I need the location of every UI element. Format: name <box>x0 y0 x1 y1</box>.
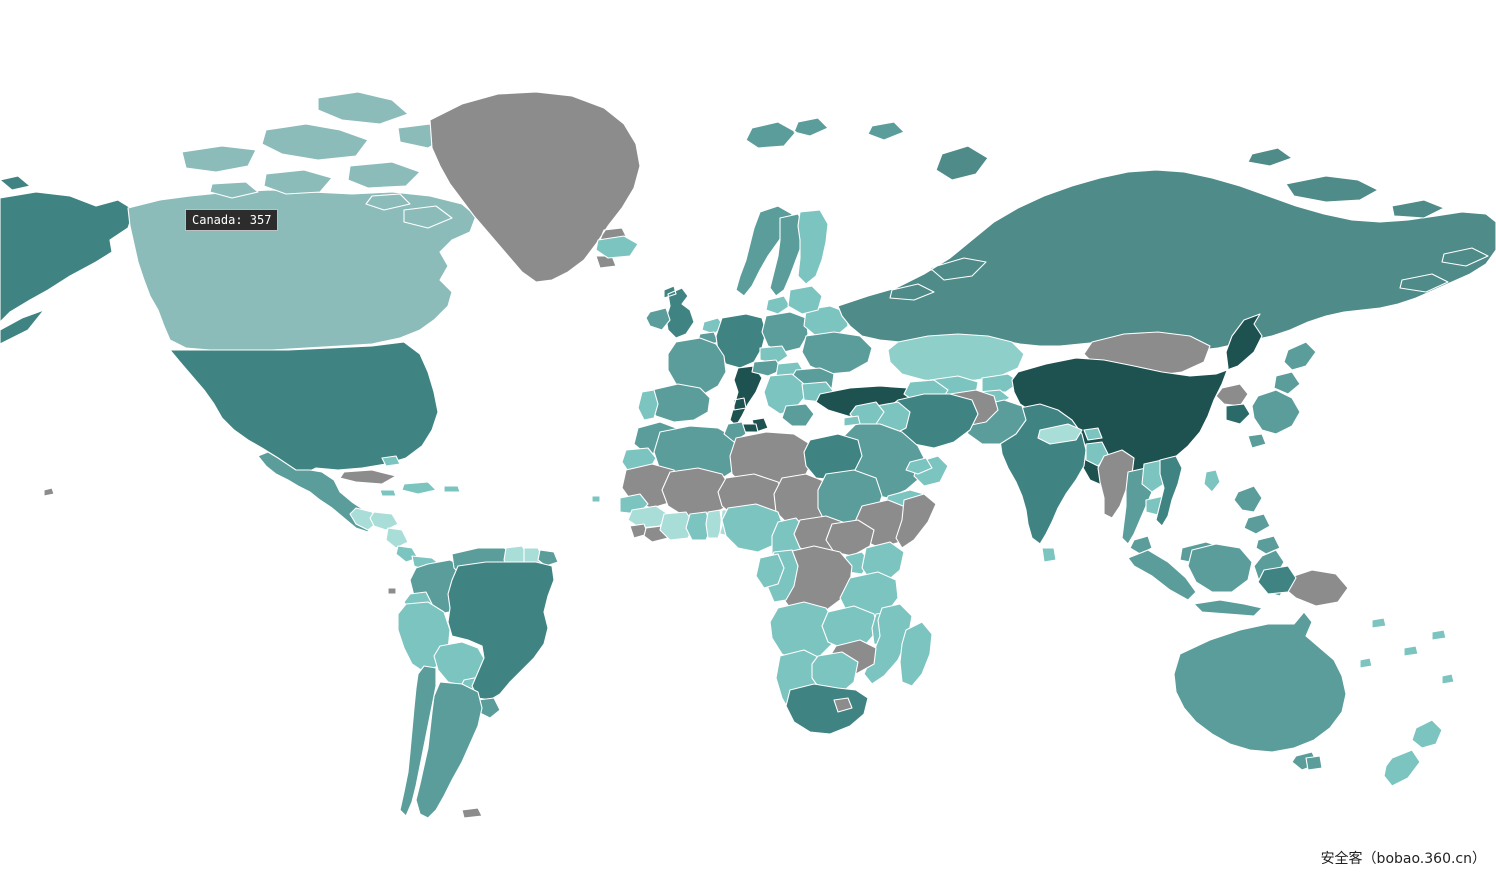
region-chile[interactable] <box>400 666 436 816</box>
region-greece[interactable] <box>782 404 814 426</box>
region-madagascar[interactable] <box>900 622 932 686</box>
region-cyprus[interactable] <box>844 416 860 426</box>
region-russia[interactable] <box>838 148 1496 350</box>
region-svalbard[interactable] <box>746 118 904 148</box>
region-south-sudan[interactable] <box>826 520 874 556</box>
region-falklands[interactable] <box>462 808 482 818</box>
region-myanmar[interactable] <box>1098 450 1134 518</box>
region-cape-verde[interactable] <box>592 496 600 502</box>
region-gabon[interactable] <box>756 554 784 588</box>
map-tooltip: Canada: 357 <box>185 209 279 231</box>
region-tasmania[interactable] <box>1306 756 1322 770</box>
region-indonesia-borneo[interactable] <box>1188 544 1252 592</box>
region-somalia[interactable] <box>896 494 936 548</box>
region-denmark[interactable] <box>766 296 790 314</box>
region-puerto-rico[interactable] <box>444 486 460 492</box>
region-south-africa[interactable] <box>786 684 868 734</box>
region-alaska[interactable] <box>0 176 134 344</box>
region-mozambique[interactable] <box>864 604 912 684</box>
region-ukraine[interactable] <box>802 332 872 374</box>
watermark-text: 安全客（bobao.360.cn） <box>1320 851 1486 867</box>
region-nigeria[interactable] <box>722 504 784 552</box>
region-ghana[interactable] <box>686 512 712 540</box>
region-japan[interactable] <box>1248 342 1316 448</box>
region-new-zealand[interactable] <box>1384 720 1442 786</box>
region-galapagos[interactable] <box>388 588 396 594</box>
region-belarus[interactable] <box>804 306 848 336</box>
region-iceland[interactable] <box>596 236 638 258</box>
watermark: 安全客（bobao.360.cn） <box>1321 848 1486 868</box>
region-indonesia-sumatra[interactable] <box>1128 550 1196 600</box>
region-italy[interactable] <box>730 366 768 432</box>
region-novaya-zemlya[interactable] <box>936 146 988 180</box>
region-baltic-states[interactable] <box>788 286 822 314</box>
region-argentina[interactable] <box>416 682 482 818</box>
region-czech[interactable] <box>760 346 788 364</box>
region-ivory-coast[interactable] <box>660 512 694 540</box>
region-nepal[interactable] <box>1038 424 1082 444</box>
region-indonesia-java[interactable] <box>1194 600 1262 616</box>
region-poland[interactable] <box>762 312 808 352</box>
region-bahamas[interactable] <box>382 456 400 466</box>
region-nicaragua[interactable] <box>386 528 408 548</box>
region-taiwan[interactable] <box>1204 470 1220 492</box>
region-brazil[interactable] <box>448 562 554 700</box>
region-cuba[interactable] <box>340 470 396 484</box>
region-france[interactable] <box>668 338 726 394</box>
region-fiji[interactable] <box>1442 674 1454 684</box>
region-pacific-islands[interactable] <box>1360 618 1446 668</box>
region-ireland[interactable] <box>646 308 670 330</box>
region-portugal[interactable] <box>638 390 658 420</box>
region-lesotho[interactable] <box>834 698 852 712</box>
region-australia[interactable] <box>1174 612 1346 770</box>
region-united-states[interactable] <box>170 342 438 476</box>
region-mexico[interactable] <box>258 452 372 532</box>
tooltip-text: Canada: 357 <box>192 213 272 227</box>
region-sri-lanka[interactable] <box>1042 548 1056 562</box>
region-united-kingdom[interactable] <box>664 286 694 338</box>
region-bhutan[interactable] <box>1084 428 1102 440</box>
region-hispaniola[interactable] <box>402 482 436 494</box>
region-south-korea[interactable] <box>1226 404 1250 424</box>
region-west-papua[interactable] <box>1258 566 1296 594</box>
region-kenya[interactable] <box>862 542 904 582</box>
region-finland[interactable] <box>798 210 828 284</box>
region-hawaii[interactable] <box>44 488 54 496</box>
region-philippines[interactable] <box>1234 486 1280 554</box>
region-uae[interactable] <box>906 458 932 474</box>
region-guatemala[interactable] <box>350 508 378 530</box>
region-french-guiana[interactable] <box>538 550 558 566</box>
region-honduras[interactable] <box>370 512 398 530</box>
region-jamaica[interactable] <box>380 490 396 496</box>
region-vietnam[interactable] <box>1156 456 1182 526</box>
region-austria[interactable] <box>752 360 782 376</box>
